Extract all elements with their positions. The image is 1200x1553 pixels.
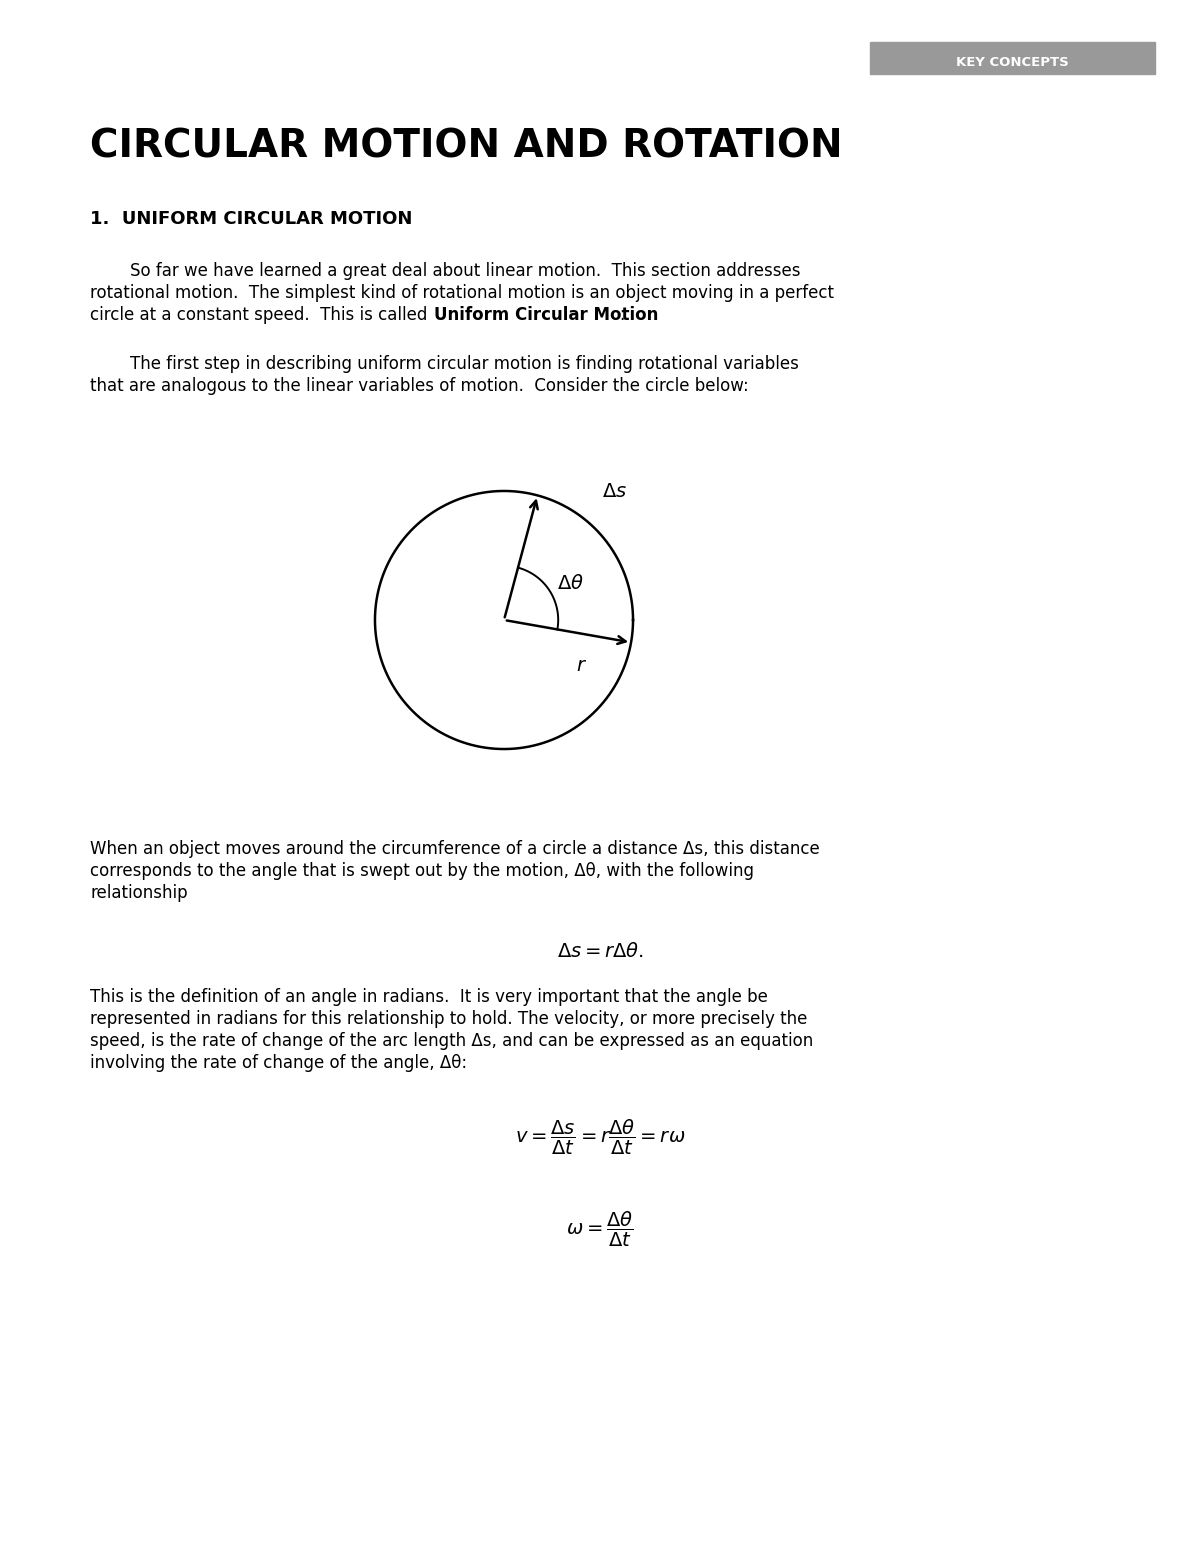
Text: $v = \dfrac{\Delta s}{\Delta t} = r\dfrac{\Delta\theta}{\Delta t} = r\omega$: $v = \dfrac{\Delta s}{\Delta t} = r\dfra… [515,1118,685,1157]
Text: KEY CONCEPTS: KEY CONCEPTS [955,56,1068,68]
Text: relationship: relationship [90,884,187,902]
Text: $\Delta s$: $\Delta s$ [602,483,628,502]
Text: corresponds to the angle that is swept out by the motion, Δθ, with the following: corresponds to the angle that is swept o… [90,862,754,881]
Text: $\Delta s = r\Delta\theta.$: $\Delta s = r\Delta\theta.$ [557,943,643,961]
Text: rotational motion.  The simplest kind of rotational motion is an object moving i: rotational motion. The simplest kind of … [90,284,834,301]
Text: When an object moves around the circumference of a circle a distance Δs, this di: When an object moves around the circumfe… [90,840,820,857]
Text: 1.  UNIFORM CIRCULAR MOTION: 1. UNIFORM CIRCULAR MOTION [90,210,413,228]
FancyBboxPatch shape [870,42,1154,75]
Text: that are analogous to the linear variables of motion.  Consider the circle below: that are analogous to the linear variabl… [90,377,749,394]
Text: The first step in describing uniform circular motion is finding rotational varia: The first step in describing uniform cir… [130,356,799,373]
Text: speed, is the rate of change of the arc length Δs, and can be expressed as an eq: speed, is the rate of change of the arc … [90,1033,814,1050]
Text: .: . [619,306,624,325]
Text: $\Delta\theta$: $\Delta\theta$ [557,575,584,593]
Text: involving the rate of change of the angle, Δθ:: involving the rate of change of the angl… [90,1054,467,1072]
Text: $\omega = \dfrac{\Delta\theta}{\Delta t}$: $\omega = \dfrac{\Delta\theta}{\Delta t}… [566,1210,634,1249]
Text: Uniform Circular Motion: Uniform Circular Motion [434,306,659,325]
Text: $r$: $r$ [576,657,587,676]
Text: represented in radians for this relationship to hold. The velocity, or more prec: represented in radians for this relation… [90,1009,808,1028]
Text: This is the definition of an angle in radians.  It is very important that the an: This is the definition of an angle in ra… [90,988,768,1006]
Text: CIRCULAR MOTION AND ROTATION: CIRCULAR MOTION AND ROTATION [90,127,842,166]
Text: So far we have learned a great deal about linear motion.  This section addresses: So far we have learned a great deal abou… [130,262,800,280]
Text: circle at a constant speed.  This is called: circle at a constant speed. This is call… [90,306,433,325]
